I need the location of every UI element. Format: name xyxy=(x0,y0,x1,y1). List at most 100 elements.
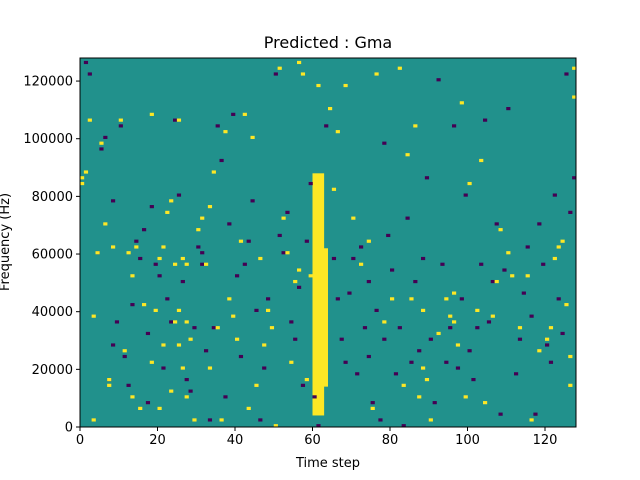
heatmap-cell-high xyxy=(308,274,313,278)
heatmap-cell-low xyxy=(142,228,147,232)
x-tick-label: 40 xyxy=(227,433,244,448)
y-tick-label: 20000 xyxy=(32,363,73,378)
heatmap-cell-high xyxy=(297,60,302,65)
heatmap-cell-high xyxy=(207,366,213,370)
heatmap-cell-low xyxy=(378,418,383,422)
heatmap-cell-high xyxy=(130,274,135,278)
heatmap-cell-low xyxy=(455,366,461,370)
heatmap-cell-low xyxy=(111,199,116,203)
heatmap-cell-high xyxy=(173,320,178,324)
heatmap-cell-low xyxy=(452,124,457,128)
heatmap-cell-high xyxy=(498,228,503,232)
heatmap-cell-high xyxy=(506,251,511,255)
heatmap-cell-low xyxy=(479,262,484,266)
heatmap-cell-low xyxy=(351,256,356,261)
heatmap-cell-low xyxy=(157,274,162,278)
heatmap-cell-low xyxy=(564,72,569,76)
heatmap-cell-high xyxy=(517,326,523,330)
heatmap-cell-high xyxy=(223,130,228,134)
heatmap-cell-low xyxy=(409,360,414,364)
heatmap-cell-low xyxy=(444,360,449,364)
heatmap-cell-high xyxy=(192,418,197,422)
heatmap-cell-high xyxy=(176,343,182,347)
heatmap-cell-high xyxy=(417,395,422,399)
heatmap-cell-high xyxy=(180,256,185,261)
heatmap-cell-high xyxy=(483,401,488,405)
heatmap-cell-high xyxy=(80,181,85,186)
heatmap-cell-low xyxy=(541,262,546,266)
heatmap-cell-low xyxy=(459,297,464,301)
heatmap-cell-low xyxy=(211,326,216,330)
heatmap-cell-low xyxy=(145,401,151,405)
heatmap-cell-high xyxy=(312,337,317,341)
heatmap-cell-low xyxy=(463,193,468,197)
heatmap-cell-high xyxy=(138,406,143,411)
heatmap-cell-low xyxy=(145,331,151,336)
plot-frame xyxy=(79,57,577,428)
heatmap-cell-high xyxy=(134,245,139,249)
heatmap-cell-high xyxy=(479,158,484,163)
heatmap-cell-low xyxy=(382,337,387,341)
heatmap-cell-low xyxy=(366,354,371,359)
heatmap-cell-low xyxy=(517,337,523,341)
heatmap-cell-low xyxy=(424,176,430,180)
heatmap-cell-high xyxy=(424,377,430,382)
heatmap-cell-low xyxy=(215,124,220,128)
heatmap-cell-high xyxy=(153,308,158,312)
heatmap-cell-low xyxy=(153,262,158,266)
heatmap-cell-high xyxy=(118,118,123,122)
heatmap-cell-high xyxy=(316,83,321,88)
heatmap-cell-low xyxy=(126,383,131,387)
heatmap-cell-low xyxy=(238,354,244,359)
heatmap-cell-high xyxy=(126,251,131,255)
heatmap-cell-high xyxy=(173,262,178,266)
heatmap-cell-high xyxy=(463,395,468,399)
heatmap-cell-high xyxy=(568,383,573,387)
heatmap-cell-low xyxy=(223,395,228,399)
heatmap-cell-low xyxy=(165,297,170,301)
heatmap-cell-low xyxy=(483,118,488,122)
heatmap-cell-high xyxy=(328,107,333,111)
heatmap-cell-low xyxy=(188,389,193,393)
heatmap-cell-low xyxy=(308,181,313,186)
heatmap-cell-low xyxy=(161,366,166,370)
heatmap-cell-high xyxy=(401,383,406,387)
heatmap-cell-high xyxy=(87,118,92,122)
heatmap-cell-low xyxy=(339,337,344,341)
heatmap-cell-low xyxy=(374,308,379,312)
heatmap-cell-high xyxy=(331,187,337,191)
heatmap-cell-high xyxy=(165,210,170,214)
heatmap-cell-high xyxy=(448,314,453,318)
heatmap-cell-low xyxy=(184,377,189,382)
y-tick-label: 40000 xyxy=(32,305,73,320)
heatmap-cell-low xyxy=(401,424,406,428)
heatmap-cell-low xyxy=(545,343,550,347)
heatmap-cell-low xyxy=(359,245,364,249)
heatmap-cell-high xyxy=(169,199,174,203)
heatmap-cell-low xyxy=(262,366,267,370)
heatmap-cell-high xyxy=(176,118,182,122)
heatmap-cell-high xyxy=(266,308,271,312)
heatmap-cell-high xyxy=(409,297,414,301)
heatmap-cell-low xyxy=(246,239,251,243)
heatmap-cell-high xyxy=(552,256,557,261)
heatmap-cell-low xyxy=(312,395,317,399)
heatmap-cell-high xyxy=(390,297,395,301)
heatmap-cell-low xyxy=(297,285,302,289)
heatmap-cell-low xyxy=(548,360,554,364)
heatmap-cell-low xyxy=(83,60,89,65)
x-axis-label: Time step xyxy=(295,456,360,471)
heatmap-cell-low xyxy=(207,418,213,422)
heatmap-cell-low xyxy=(103,135,108,140)
heatmap-cell-high xyxy=(219,418,224,422)
heatmap-cell-high xyxy=(312,297,317,301)
heatmap-cell-high xyxy=(107,383,112,387)
heatmap-cell-high xyxy=(285,251,290,255)
heatmap-cell-high xyxy=(161,245,166,249)
heatmap-cell-high xyxy=(161,343,166,347)
heatmap-cell-low xyxy=(502,268,507,272)
heatmap-cell-low xyxy=(440,262,445,266)
heatmap-cell-low xyxy=(417,349,422,353)
heatmap-cell-low xyxy=(180,279,185,284)
